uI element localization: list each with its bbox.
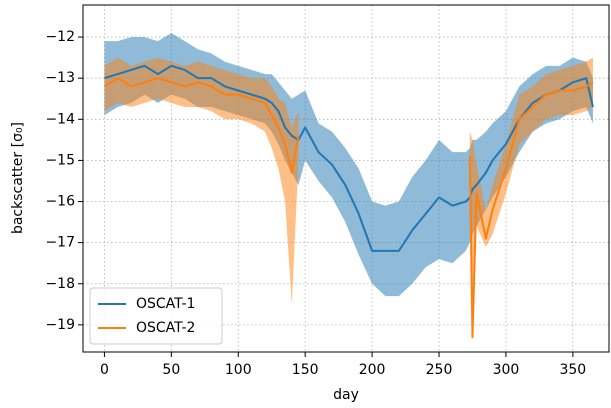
y-axis-label: backscatter [σ₀] [10, 122, 26, 234]
x-tick-label: 350 [559, 362, 586, 378]
x-tick-label: 0 [100, 362, 109, 378]
line [104, 64, 594, 252]
y-tick-label: −19 [45, 317, 75, 333]
legend-label: OSCAT-1 [136, 296, 195, 312]
legend-label: OSCAT-2 [136, 320, 195, 336]
x-axis-label: day [333, 387, 359, 403]
y-tick-label: −14 [45, 111, 75, 127]
y-tick-label: −17 [45, 235, 75, 251]
y-tick-label: −12 [45, 29, 75, 45]
plot-frame [82, 4, 610, 353]
x-tick-label: 200 [359, 362, 386, 378]
x-tick-label: 300 [493, 362, 520, 378]
x-tick-label: 250 [426, 362, 453, 378]
y-tick-label: −13 [45, 70, 75, 86]
y-tick-label: −18 [45, 276, 75, 292]
y-tick-label: −15 [45, 152, 75, 168]
y-tick-label: −16 [45, 194, 75, 210]
x-tick-label: 100 [225, 362, 252, 378]
x-tick-label: 50 [162, 362, 180, 378]
legend-box [89, 287, 223, 345]
x-tick-label: 150 [292, 362, 319, 378]
line [103, 77, 594, 339]
